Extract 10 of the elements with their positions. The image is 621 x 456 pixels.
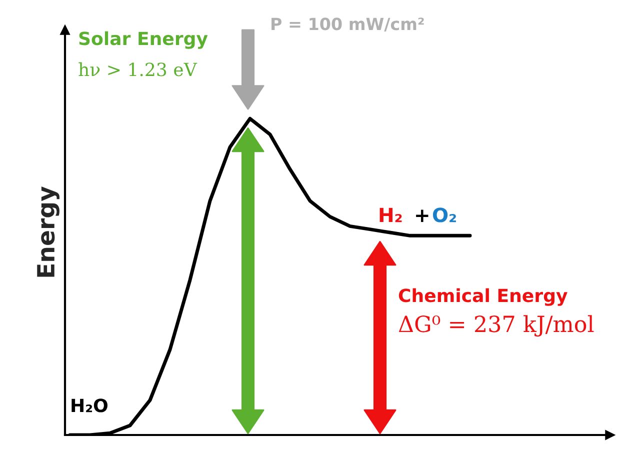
annotation: H₂O <box>72 398 108 412</box>
text: P = 100 mW/cm² <box>272 18 424 32</box>
y-axis-title: Energy <box>37 186 60 277</box>
annotation: Chemical Energy <box>398 288 568 306</box>
annotation: O₂ <box>432 208 456 222</box>
annotation: ΔG⁰ = 237 kJ/mol <box>398 315 594 337</box>
text: Solar Energy <box>79 31 208 49</box>
text: hν > 1.23 eV <box>78 62 198 76</box>
annotation: H₂ <box>380 208 402 222</box>
annotation: + <box>416 210 428 222</box>
